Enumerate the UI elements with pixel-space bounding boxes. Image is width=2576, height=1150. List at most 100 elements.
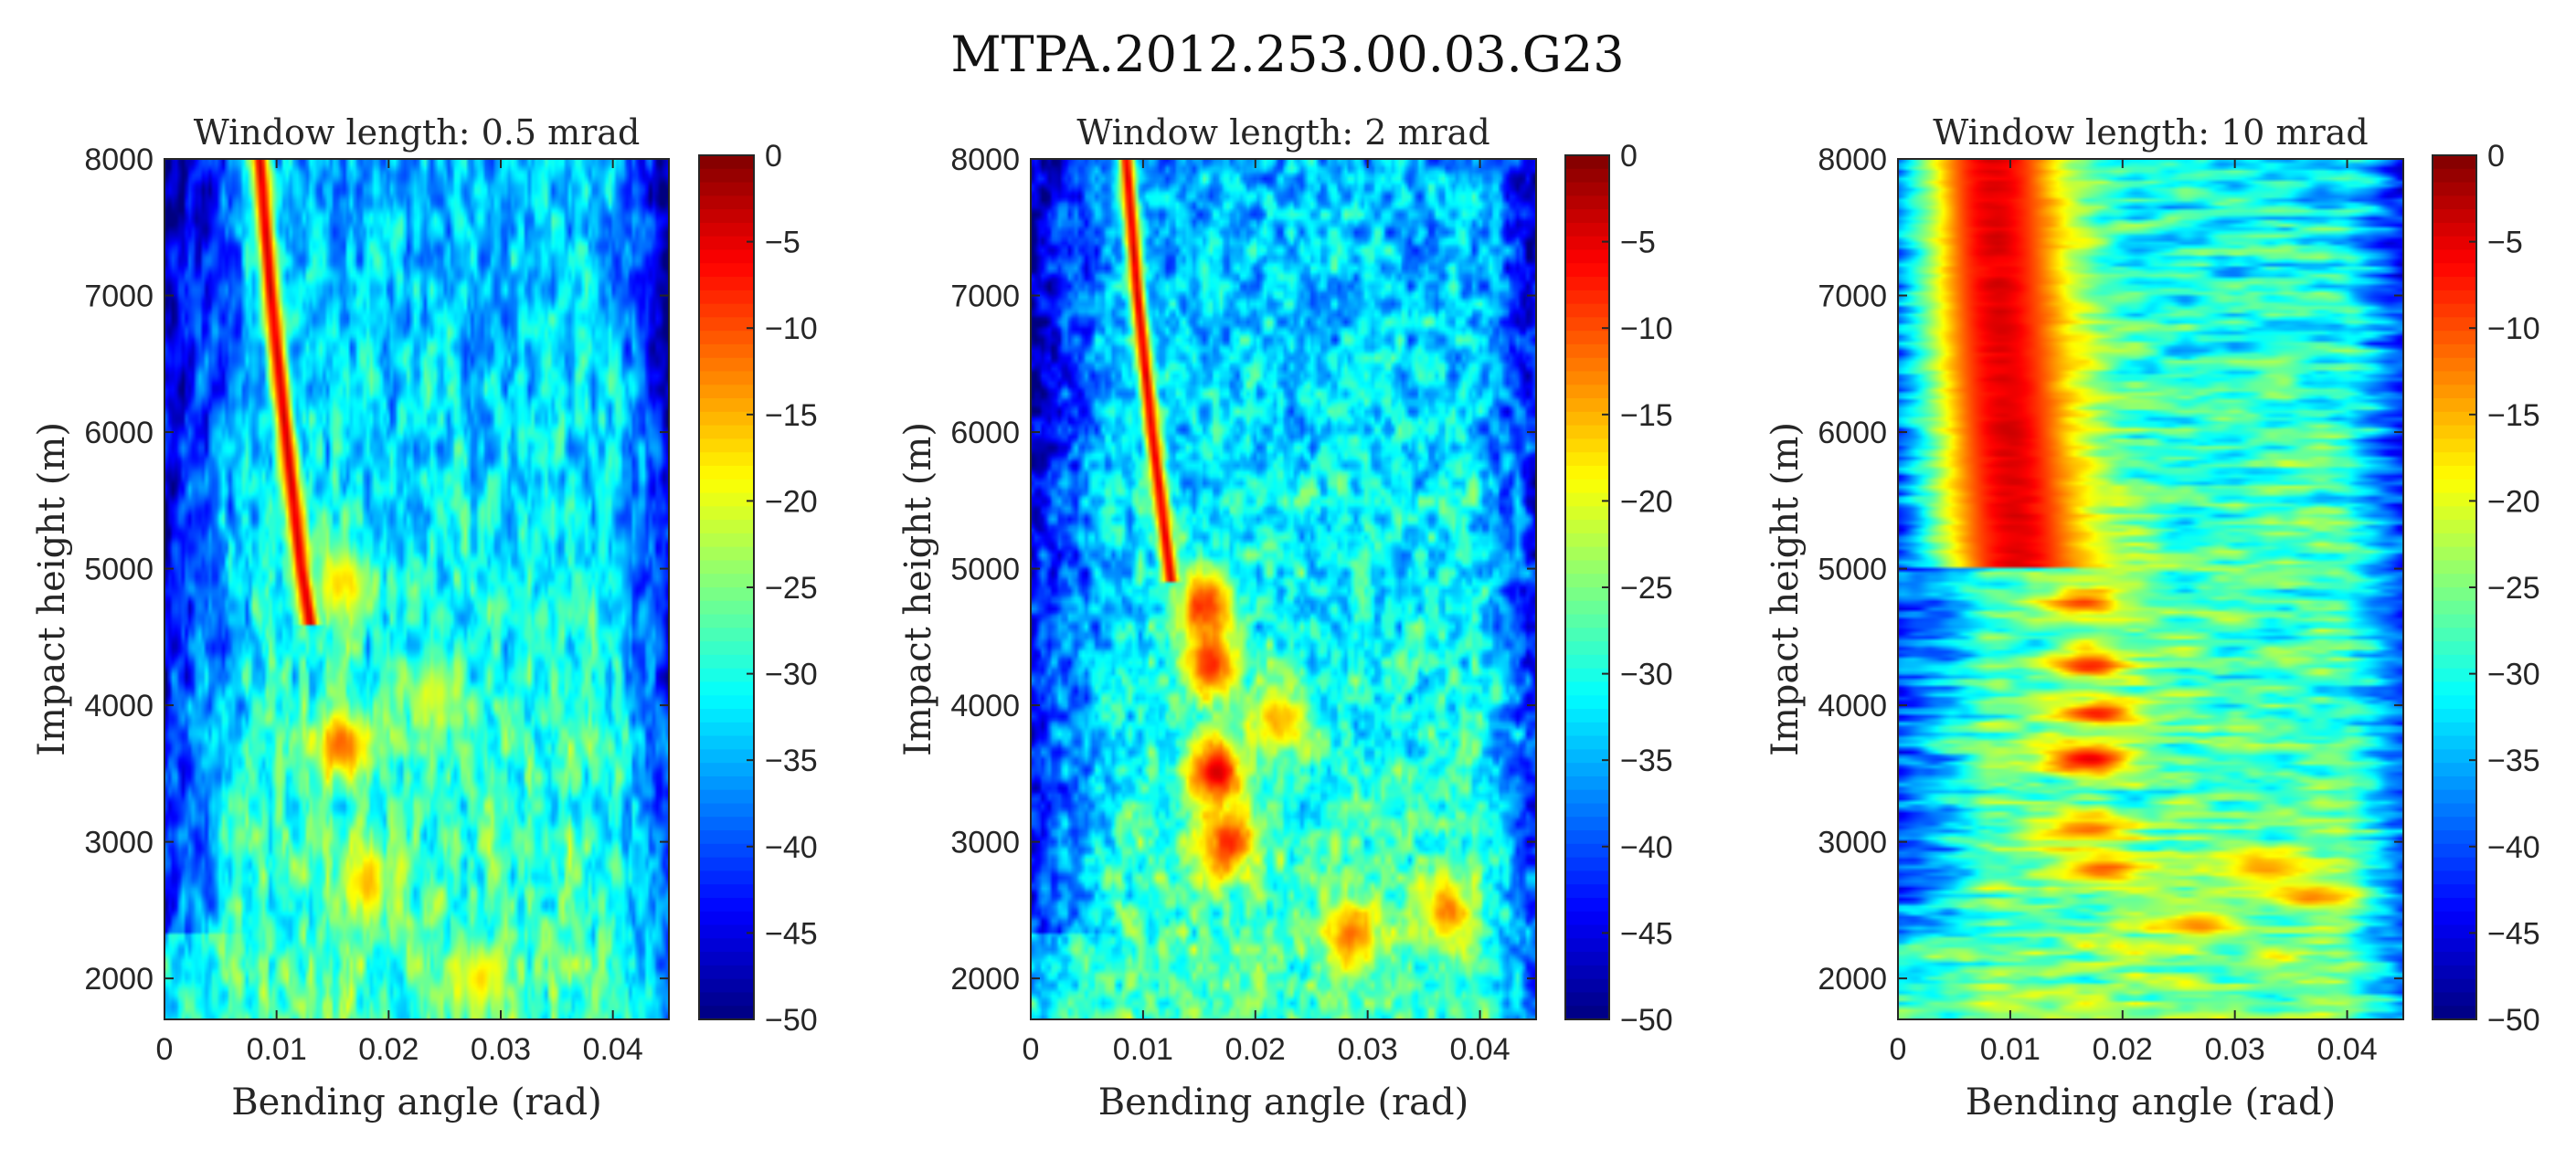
colorbar-segment [1565,492,1609,508]
colorbar-segment [2433,438,2476,453]
colorbar-segment [2433,709,2476,723]
colorbar-segment [2433,641,2476,656]
colorbar-segment [1565,574,1609,588]
colorbar-tick-label: −30 [1620,658,1673,692]
colorbar-segment [2433,681,2476,697]
colorbar-tick-label: −30 [2487,658,2540,692]
colorbar-segment [1565,209,1609,224]
colorbar-segment [699,331,754,345]
x-tick-label: 0 [1023,1032,1040,1067]
colorbar-segment [699,884,754,899]
colorbar-tick-label: −10 [765,311,818,346]
y-axis-label: Impact height (m) [31,422,73,756]
colorbar-tick-label: −5 [2487,226,2523,260]
colorbar-segment [699,695,754,710]
colorbar-segment [1565,290,1609,305]
colorbar-segment [1565,438,1609,453]
colorbar-segment [2433,574,2476,588]
colorbar-segment [2433,465,2476,480]
colorbar-segment [1565,911,1609,926]
colorbar-segment [1565,749,1609,764]
colorbar-segment [1565,195,1609,210]
colorbar-segment [699,195,754,210]
colorbar-segment [699,303,754,319]
colorbar-segment [2433,992,2476,1008]
colorbar-tick-label: −35 [2487,744,2540,778]
colorbar-segment [699,492,754,508]
colorbar-segment [2433,492,2476,508]
x-axis-label: Bending angle (rad) [1098,1081,1469,1124]
colorbar-segment [1565,924,1609,940]
colorbar-segment [699,398,754,413]
colorbar-segment [699,452,754,467]
colorbar-segment [699,249,754,265]
colorbar-segment [1565,479,1609,494]
colorbar-segment [2433,938,2476,953]
colorbar-tick-label: −25 [1620,571,1673,606]
colorbar-segment [2433,884,2476,899]
x-tick-label: 0 [1890,1032,1907,1067]
colorbar-segment [2433,331,2476,345]
panel-2: 0 0.01 0.02 0.03 0.04 2000 3000 4000 5000 6000 700… [897,112,1673,1124]
colorbar-segment [699,290,754,305]
panel-1: 0 0.01 0.02 0.03 0.04 2000 3000 4000 5000 6000 700… [31,112,818,1124]
heatmap-image [1031,159,1536,1019]
panel-3: 0 0.01 0.02 0.03 0.04 2000 3000 4000 5000 6000 700… [1765,112,2540,1124]
colorbar-tick-label: 0 [765,139,782,174]
x-tick-label: 0.04 [2316,1032,2377,1067]
colorbar-segment [699,371,754,386]
colorbar-segment [699,574,754,588]
colorbar-segment [1565,830,1609,845]
colorbar-segment [2433,789,2476,805]
heatmap-image [1898,159,2403,1019]
colorbar-segment [2433,411,2476,427]
colorbar-segment [699,952,754,966]
colorbar-segment [699,1006,754,1020]
colorbar-segment [2433,155,2476,170]
colorbar-segment [699,411,754,427]
x-tick-label: 0.01 [247,1032,307,1067]
y-tick-label: 2000 [1818,962,1887,997]
y-tick-label: 8000 [1818,142,1887,177]
colorbar-segment [699,587,754,602]
colorbar-segment [699,182,754,197]
colorbar-segment [1565,277,1609,291]
colorbar-segment [699,681,754,697]
colorbar-segment [1565,1006,1609,1020]
colorbar-segment [2433,763,2476,777]
colorbar-segment [2433,546,2476,562]
colorbar-segment [1565,938,1609,953]
colorbar-segment [699,978,754,994]
colorbar-segment [699,938,754,953]
colorbar-segment [2433,398,2476,413]
colorbar-segment [1565,546,1609,562]
colorbar-segment [2433,749,2476,764]
y-tick-label: 3000 [950,826,1020,860]
x-tick-label: 0.03 [1338,1032,1398,1067]
colorbar-segment [1565,992,1609,1008]
y-tick-label: 8000 [84,142,154,177]
colorbar-tick-label: −45 [765,916,818,951]
x-tick-label: 0.04 [583,1032,643,1067]
colorbar-segment [1565,385,1609,399]
y-tick-label: 6000 [1818,416,1887,450]
colorbar-tick-label: −15 [2487,398,2540,433]
colorbar-segment [699,897,754,913]
y-tick-label: 3000 [1818,826,1887,860]
panel-title: Window length: 10 mrad [1933,112,2369,153]
colorbar-segment [699,277,754,291]
colorbar-segment [699,385,754,399]
colorbar-segment [1565,331,1609,345]
colorbar-segment [1565,587,1609,602]
colorbar-segment [1565,155,1609,170]
x-tick-label: 0.03 [2205,1032,2265,1067]
colorbar-segment [699,803,754,818]
colorbar-segment [2433,803,2476,818]
colorbar-segment [2433,952,2476,966]
colorbar-segment [2433,628,2476,642]
colorbar-segment [1565,978,1609,994]
colorbar-segment [699,817,754,831]
x-axis-label: Bending angle (rad) [231,1081,602,1124]
colorbar-tick-label: −20 [1620,484,1673,519]
